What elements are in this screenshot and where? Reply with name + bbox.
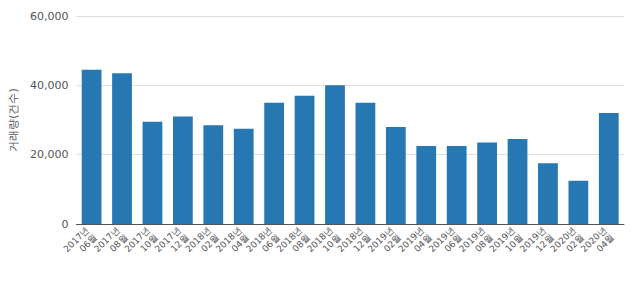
svg-text:2020년: 2020년 <box>548 224 578 255</box>
svg-text:10월: 10월 <box>138 232 160 254</box>
svg-text:2019년: 2019년 <box>518 224 548 255</box>
svg-text:2017년: 2017년 <box>92 224 122 255</box>
svg-text:04월: 04월 <box>412 232 434 254</box>
svg-text:2019년: 2019년 <box>457 224 487 255</box>
svg-text:0: 0 <box>61 218 68 231</box>
svg-text:06월: 06월 <box>260 232 282 254</box>
svg-text:2017년: 2017년 <box>61 224 92 255</box>
svg-text:2017년: 2017년 <box>122 224 153 255</box>
svg-text:12월: 12월 <box>533 232 556 254</box>
svg-text:2018년: 2018년 <box>274 224 305 255</box>
svg-text:2020년: 2020년 <box>578 224 609 255</box>
svg-text:08월: 08월 <box>473 232 495 254</box>
svg-text:08월: 08월 <box>290 232 312 254</box>
svg-text:12월: 12월 <box>168 232 191 254</box>
svg-text:04월: 04월 <box>229 232 252 254</box>
svg-text:2018년: 2018년 <box>213 224 244 255</box>
svg-text:10월: 10월 <box>503 232 525 254</box>
svg-text:2018년: 2018년 <box>183 224 213 255</box>
svg-text:02월: 02월 <box>381 232 404 254</box>
svg-text:거래량(건수): 거래량(건수) <box>7 88 20 152</box>
svg-text:08월: 08월 <box>107 232 130 254</box>
svg-text:40,000: 40,000 <box>30 79 69 92</box>
svg-text:12월: 12월 <box>351 232 373 254</box>
svg-text:2019년: 2019년 <box>426 224 457 255</box>
svg-text:04월: 04월 <box>595 232 617 254</box>
svg-text:2019년: 2019년 <box>365 224 396 255</box>
svg-text:2017년: 2017년 <box>152 224 183 255</box>
svg-text:06월: 06월 <box>77 232 99 254</box>
svg-text:60,000: 60,000 <box>30 10 69 23</box>
svg-text:2018년: 2018년 <box>335 224 366 255</box>
svg-text:2018년: 2018년 <box>244 224 274 255</box>
svg-text:06월: 06월 <box>442 232 465 254</box>
svg-text:2019년: 2019년 <box>396 224 426 255</box>
svg-text:02월: 02월 <box>564 232 586 254</box>
svg-text:2018년: 2018년 <box>305 224 335 255</box>
svg-text:20,000: 20,000 <box>30 148 69 161</box>
svg-text:2019년: 2019년 <box>487 224 518 255</box>
svg-text:02월: 02월 <box>199 232 221 254</box>
svg-text:10월: 10월 <box>320 232 343 254</box>
